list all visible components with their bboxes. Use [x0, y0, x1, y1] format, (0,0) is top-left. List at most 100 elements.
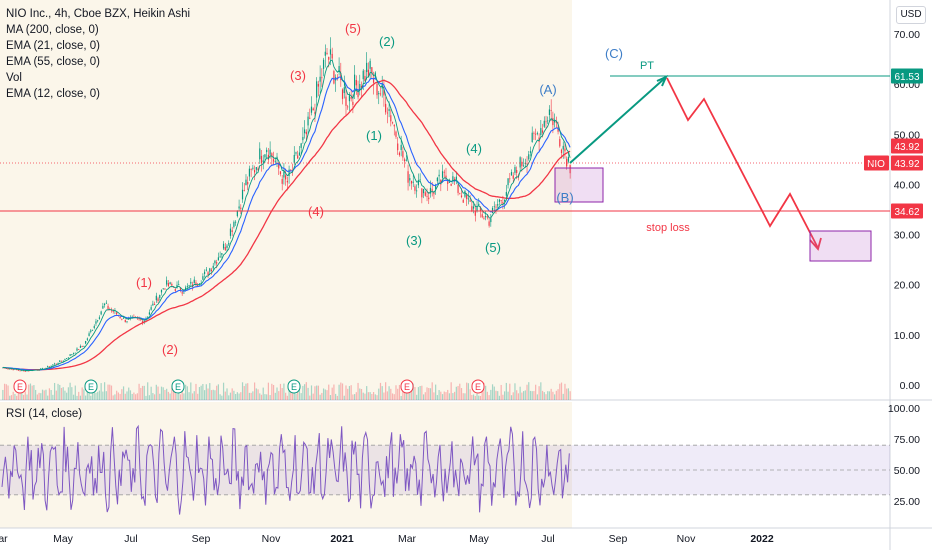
candle-body — [257, 168, 259, 171]
volume-bar — [435, 384, 437, 400]
volume-bar — [552, 391, 554, 400]
candle-body — [390, 115, 392, 122]
candle-body — [426, 195, 428, 197]
volume-bar — [266, 394, 268, 400]
volume-bar — [428, 387, 430, 400]
candle-body — [217, 257, 219, 261]
legend-ema55[interactable]: EMA (55, close, 0) — [6, 56, 100, 68]
candle-body — [343, 87, 345, 94]
candle-body — [238, 206, 240, 209]
volume-bar — [86, 386, 88, 400]
volume-bar — [335, 393, 337, 400]
volume-bar — [253, 382, 256, 400]
candle-body — [483, 217, 485, 219]
candle-body — [328, 56, 330, 60]
volume-bar — [476, 393, 478, 400]
volume-bar — [485, 385, 487, 400]
legend-ema21[interactable]: EMA (21, close, 0) — [6, 40, 100, 52]
volume-bar — [564, 383, 566, 400]
candle-body — [331, 53, 333, 59]
volume-bar — [455, 386, 457, 400]
candle-body — [119, 316, 121, 319]
legend-vol[interactable]: Vol — [6, 72, 22, 84]
price-badge-label: 61.53 — [894, 72, 919, 83]
volume-bar — [212, 389, 214, 400]
volume-bar — [355, 392, 357, 400]
volume-bar — [509, 383, 511, 400]
volume-bar — [305, 382, 307, 400]
time-tick-label: 2021 — [330, 533, 354, 545]
candle-body — [22, 370, 25, 372]
volume-bar — [298, 383, 301, 400]
candle-body — [324, 51, 326, 56]
volume-bar — [291, 393, 294, 400]
candle-body — [247, 181, 249, 185]
volume-bar — [22, 394, 25, 400]
volume-bar — [114, 394, 116, 400]
volume-bar — [152, 393, 154, 400]
candle-body — [510, 172, 513, 176]
volume-bar — [164, 389, 166, 400]
volume-bar — [143, 385, 145, 400]
volume-bar — [372, 392, 375, 400]
volume-bar — [562, 393, 564, 400]
volume-bar — [62, 387, 64, 400]
legend-title[interactable]: NIO Inc., 4h, Cboe BZX, Heikin Ashi — [6, 8, 191, 20]
candle-body — [57, 363, 59, 364]
volume-bar — [128, 387, 130, 400]
volume-bar — [59, 384, 61, 400]
candle-body — [522, 165, 525, 167]
candle-body — [274, 161, 276, 163]
volume-bar — [316, 385, 318, 400]
candle-body — [431, 189, 433, 191]
legend-ma200[interactable]: MA (200, close, 0) — [6, 24, 99, 36]
price-badge-label: 43.92 — [894, 159, 919, 170]
volume-bar — [443, 391, 445, 400]
volume-bar — [141, 385, 144, 400]
volume-bar — [441, 394, 444, 400]
volume-bar — [53, 382, 56, 400]
volume-bar — [541, 390, 544, 400]
time-tick-label: Jul — [124, 533, 137, 545]
volume-bar — [91, 388, 94, 400]
time-tick-label: ar — [0, 533, 8, 545]
volume-bar — [81, 387, 83, 400]
volume-bar — [198, 387, 201, 400]
candle-body — [502, 202, 504, 204]
rsi-legend[interactable]: RSI (14, close) — [6, 408, 83, 420]
candle-body — [2, 367, 4, 369]
earnings-marker — [400, 379, 414, 394]
currency-badge[interactable]: USD — [896, 6, 926, 24]
price-tick-label: 40.00 — [894, 179, 920, 191]
volume-bar — [569, 391, 571, 400]
arrowhead-up — [656, 75, 668, 87]
candle-body — [307, 116, 309, 126]
legend-ema12[interactable]: EMA (12, close, 0) — [6, 88, 100, 100]
candle-body — [298, 152, 301, 156]
volume-bar — [69, 382, 71, 400]
candle-body — [126, 321, 128, 323]
candle-body — [279, 171, 282, 175]
volume-bar — [488, 395, 490, 400]
volume-bar — [314, 386, 316, 400]
price-pane[interactable] — [2, 37, 571, 400]
wave-label-teal: (5) — [485, 240, 501, 255]
rsi-pane[interactable] — [0, 424, 890, 515]
volume-bar — [340, 382, 342, 400]
volume-bar — [250, 392, 252, 400]
volume-bar — [322, 388, 325, 400]
volume-bar — [48, 388, 51, 400]
volume-bar — [35, 389, 37, 400]
volume-bar — [512, 392, 514, 400]
rsi-tick-label: 75.00 — [894, 434, 920, 446]
candle-body — [319, 76, 321, 82]
volume-bar — [207, 388, 209, 400]
volume-bar — [421, 385, 423, 400]
volume-bar — [317, 385, 320, 400]
chart-legend[interactable]: NIO Inc., 4h, Cboe BZX, Heikin Ashi MA (… — [6, 6, 190, 102]
volume-bar — [460, 388, 463, 400]
candle-body — [535, 133, 537, 135]
volume-bar — [193, 391, 195, 400]
volume-bar — [57, 383, 59, 400]
volume-bar — [371, 393, 373, 400]
